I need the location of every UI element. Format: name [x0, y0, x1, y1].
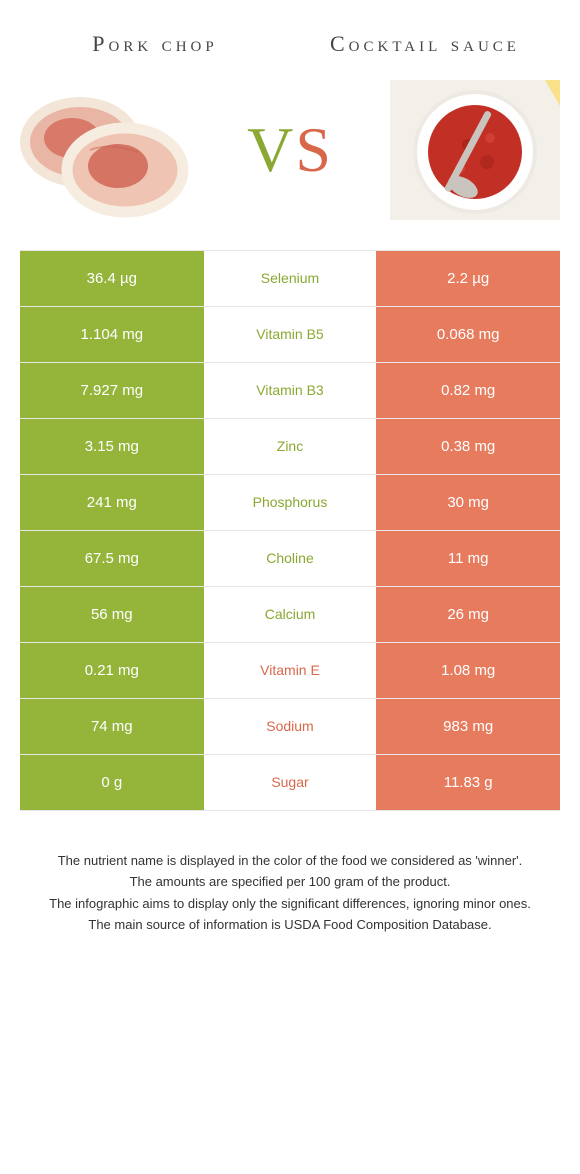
nutrient-name: Choline	[204, 531, 377, 586]
nutrient-name: Selenium	[204, 251, 377, 306]
vs-s: S	[295, 113, 333, 187]
left-value: 0.21 mg	[20, 643, 204, 698]
nutrient-name: Calcium	[204, 587, 377, 642]
title-row: Pork chop Cocktail sauce	[0, 0, 580, 70]
pork-chop-image	[20, 80, 190, 220]
table-row: 0 gSugar11.83 g	[20, 755, 560, 811]
table-row: 3.15 mgZinc0.38 mg	[20, 419, 560, 475]
left-value: 241 mg	[20, 475, 204, 530]
nutrient-name: Zinc	[204, 419, 377, 474]
right-value: 1.08 mg	[376, 643, 560, 698]
table-row: 241 mgPhosphorus30 mg	[20, 475, 560, 531]
left-value: 67.5 mg	[20, 531, 204, 586]
nutrient-name: Vitamin B3	[204, 363, 377, 418]
right-value: 2.2 µg	[376, 251, 560, 306]
nutrient-name: Vitamin B5	[204, 307, 377, 362]
left-value: 74 mg	[20, 699, 204, 754]
footnotes-block: The nutrient name is displayed in the co…	[0, 811, 580, 935]
left-value: 56 mg	[20, 587, 204, 642]
table-row: 1.104 mgVitamin B50.068 mg	[20, 307, 560, 363]
footnote-line: The main source of information is USDA F…	[30, 915, 550, 935]
right-value: 11 mg	[376, 531, 560, 586]
right-value: 0.82 mg	[376, 363, 560, 418]
table-row: 7.927 mgVitamin B30.82 mg	[20, 363, 560, 419]
table-row: 74 mgSodium983 mg	[20, 699, 560, 755]
nutrient-table: 36.4 µgSelenium2.2 µg1.104 mgVitamin B50…	[20, 250, 560, 811]
footnote-line: The infographic aims to display only the…	[30, 894, 550, 914]
right-value: 30 mg	[376, 475, 560, 530]
right-value: 0.38 mg	[376, 419, 560, 474]
right-value: 26 mg	[376, 587, 560, 642]
nutrient-name: Vitamin E	[204, 643, 377, 698]
left-value: 7.927 mg	[20, 363, 204, 418]
nutrient-name: Sodium	[204, 699, 377, 754]
right-food-title: Cocktail sauce	[290, 30, 560, 58]
right-value: 983 mg	[376, 699, 560, 754]
footnote-line: The nutrient name is displayed in the co…	[30, 851, 550, 871]
table-row: 0.21 mgVitamin E1.08 mg	[20, 643, 560, 699]
table-row: 67.5 mgCholine11 mg	[20, 531, 560, 587]
table-row: 36.4 µgSelenium2.2 µg	[20, 251, 560, 307]
nutrient-name: Phosphorus	[204, 475, 377, 530]
left-value: 0 g	[20, 755, 204, 810]
right-value: 11.83 g	[376, 755, 560, 810]
infographic-root: Pork chop Cocktail sauce VS	[0, 0, 580, 935]
nutrient-name: Sugar	[204, 755, 377, 810]
left-value: 1.104 mg	[20, 307, 204, 362]
left-value: 3.15 mg	[20, 419, 204, 474]
left-food-title: Pork chop	[20, 30, 290, 58]
vs-v: V	[247, 113, 295, 187]
right-value: 0.068 mg	[376, 307, 560, 362]
left-value: 36.4 µg	[20, 251, 204, 306]
hero-row: VS	[0, 70, 580, 250]
cocktail-sauce-image	[390, 80, 560, 220]
vs-label: VS	[247, 113, 333, 187]
table-row: 56 mgCalcium26 mg	[20, 587, 560, 643]
footnote-line: The amounts are specified per 100 gram o…	[30, 872, 550, 892]
